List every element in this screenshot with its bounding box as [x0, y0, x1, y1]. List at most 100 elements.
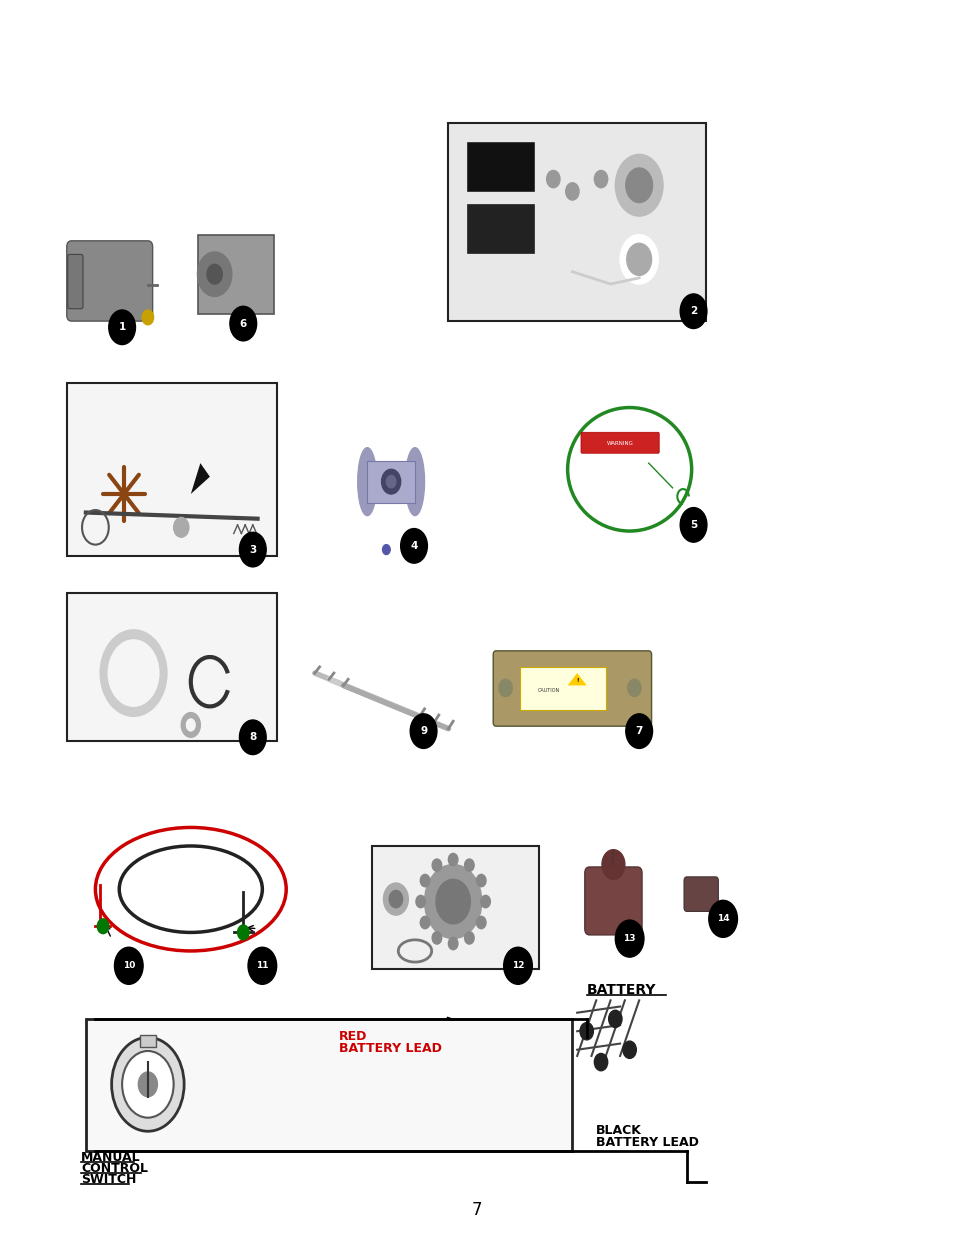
Circle shape — [503, 947, 532, 984]
Text: 2: 2 — [689, 306, 697, 316]
Circle shape — [230, 306, 256, 341]
Circle shape — [138, 1072, 157, 1097]
Text: 14: 14 — [716, 914, 729, 924]
Text: 4: 4 — [410, 541, 417, 551]
Text: 1: 1 — [118, 322, 126, 332]
Circle shape — [97, 919, 109, 934]
Circle shape — [708, 900, 737, 937]
Text: BATTERY: BATTERY — [586, 983, 656, 997]
Circle shape — [410, 714, 436, 748]
Circle shape — [386, 475, 395, 488]
Circle shape — [142, 310, 153, 325]
FancyBboxPatch shape — [198, 235, 274, 314]
Bar — [140, 1035, 155, 1047]
FancyBboxPatch shape — [683, 877, 718, 911]
Bar — [519, 667, 605, 710]
Circle shape — [679, 294, 706, 329]
Circle shape — [594, 170, 607, 188]
Circle shape — [420, 874, 430, 887]
Text: 9: 9 — [419, 726, 427, 736]
Circle shape — [207, 264, 222, 284]
Text: 8: 8 — [249, 732, 256, 742]
Circle shape — [109, 310, 135, 345]
Text: RED: RED — [338, 1030, 367, 1042]
Circle shape — [432, 860, 441, 872]
Circle shape — [114, 947, 143, 984]
Circle shape — [400, 529, 427, 563]
Circle shape — [432, 931, 441, 944]
FancyBboxPatch shape — [68, 254, 83, 309]
Polygon shape — [567, 673, 586, 685]
Text: BLACK: BLACK — [596, 1124, 641, 1136]
Circle shape — [381, 469, 400, 494]
Text: BATTERY LEAD: BATTERY LEAD — [596, 1136, 699, 1149]
Text: MANUAL: MANUAL — [81, 1151, 141, 1163]
Bar — [467, 142, 534, 191]
Text: 12: 12 — [511, 961, 524, 971]
Text: 7: 7 — [471, 1202, 482, 1219]
Circle shape — [239, 532, 266, 567]
FancyBboxPatch shape — [584, 867, 641, 935]
Circle shape — [237, 925, 249, 940]
Circle shape — [625, 168, 652, 203]
Bar — [448, 124, 705, 321]
Text: 5: 5 — [689, 520, 697, 530]
Circle shape — [389, 890, 402, 908]
Circle shape — [679, 508, 706, 542]
Text: 13: 13 — [622, 934, 636, 944]
Circle shape — [464, 931, 474, 944]
Polygon shape — [191, 463, 210, 494]
Circle shape — [448, 937, 457, 950]
Circle shape — [626, 243, 651, 275]
FancyBboxPatch shape — [580, 432, 659, 453]
Bar — [367, 461, 415, 503]
Text: 11: 11 — [255, 961, 269, 971]
Circle shape — [197, 252, 232, 296]
Circle shape — [579, 1023, 593, 1040]
Circle shape — [382, 545, 390, 555]
Ellipse shape — [405, 448, 424, 516]
Bar — [67, 383, 276, 556]
Text: SWITCH: SWITCH — [81, 1173, 136, 1186]
Circle shape — [546, 170, 559, 188]
Circle shape — [619, 235, 658, 284]
Circle shape — [248, 947, 276, 984]
Bar — [467, 204, 534, 253]
Circle shape — [112, 1037, 184, 1131]
Bar — [67, 593, 276, 741]
Text: 3: 3 — [249, 545, 256, 555]
Text: !: ! — [576, 678, 578, 683]
Circle shape — [594, 1053, 607, 1071]
Bar — [86, 1019, 572, 1151]
Circle shape — [448, 853, 457, 866]
Circle shape — [424, 864, 481, 939]
Circle shape — [420, 916, 430, 929]
Text: WARNING: WARNING — [606, 441, 633, 446]
Text: 7: 7 — [635, 726, 642, 736]
Text: 10: 10 — [123, 961, 134, 971]
Circle shape — [476, 874, 485, 887]
FancyBboxPatch shape — [67, 241, 152, 321]
Circle shape — [436, 879, 470, 924]
Circle shape — [122, 1051, 173, 1118]
Circle shape — [173, 517, 189, 537]
Circle shape — [615, 920, 643, 957]
Circle shape — [383, 883, 408, 915]
FancyBboxPatch shape — [493, 651, 651, 726]
Circle shape — [480, 895, 490, 908]
Bar — [372, 846, 538, 969]
Circle shape — [416, 895, 425, 908]
Circle shape — [601, 850, 624, 879]
Circle shape — [615, 154, 662, 216]
Text: CONTROL: CONTROL — [81, 1162, 148, 1174]
Text: CAUTION: CAUTION — [537, 688, 559, 693]
Circle shape — [565, 183, 578, 200]
Ellipse shape — [357, 448, 376, 516]
Circle shape — [608, 1010, 621, 1028]
Circle shape — [625, 714, 652, 748]
Circle shape — [239, 720, 266, 755]
Circle shape — [622, 1041, 636, 1058]
Circle shape — [627, 679, 640, 697]
Circle shape — [498, 679, 512, 697]
Circle shape — [476, 916, 485, 929]
